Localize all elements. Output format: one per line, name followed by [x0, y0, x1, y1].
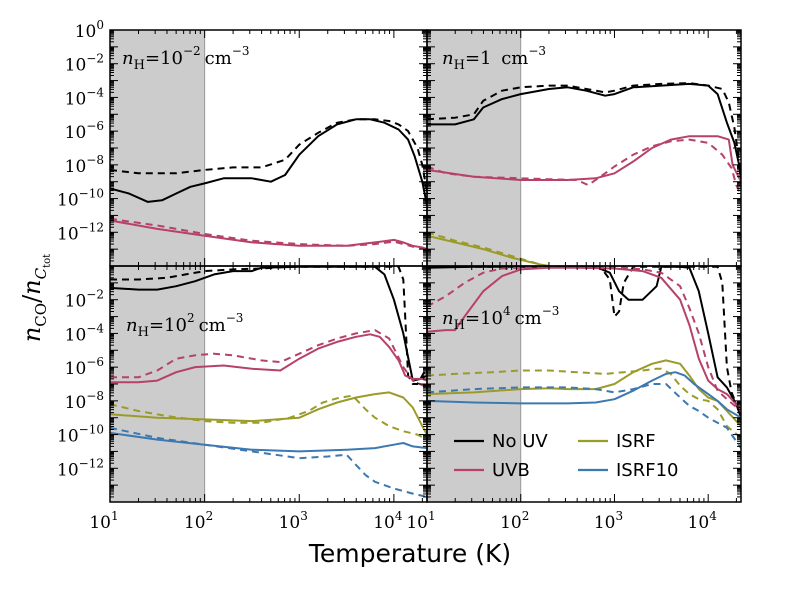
tick-label: 102 — [184, 509, 213, 533]
y-label-n2: n — [18, 279, 46, 294]
density-annotation: nH=10−2 cm−3 — [122, 44, 250, 73]
density-annotation: nH=104 cm−3 — [442, 304, 559, 333]
legend-label: UVB — [492, 460, 530, 481]
y-label-tot: tot — [42, 254, 53, 268]
panel-annotations: nH=10−2 cm−3 nH=1 cm−3 nH=102 cm−3 nH=104 cm−3 — [122, 44, 559, 340]
tick-label: 10−12 — [57, 456, 104, 480]
tick-label: 10−6 — [65, 355, 104, 379]
series-isrf-dashed — [110, 394, 427, 441]
tick-label: 103 — [594, 509, 623, 533]
legend-label: ISRF — [616, 431, 656, 452]
y-axis-label: nCO/nCtot — [18, 254, 53, 342]
legend-label: No UV — [492, 431, 548, 452]
series-isrf-solid — [427, 359, 741, 427]
shaded-region — [427, 30, 521, 266]
series-isrf10-dashed — [427, 383, 741, 449]
tick-label: 10−4 — [65, 321, 105, 345]
legend-label: ISRF10 — [616, 460, 679, 481]
panel-bottom-left — [110, 266, 427, 502]
tick-label: 10−4 — [65, 85, 105, 109]
series-isrf10-solid — [427, 371, 741, 419]
tick-label: 10−10 — [57, 187, 104, 211]
tick-label: 100 — [75, 18, 104, 42]
series-no-uv-dashed — [427, 82, 741, 176]
tick-label: 10−2 — [65, 288, 104, 312]
tick-label: 104 — [688, 509, 718, 533]
tick-label: 10−12 — [57, 220, 104, 244]
shaded-region — [110, 30, 205, 266]
legend: No UV ISRF UVB ISRF10 — [454, 431, 679, 481]
svg-text:nCO/nCtot: nCO/nCtot — [18, 254, 53, 342]
panel-top-right — [427, 30, 741, 266]
series-isrf-solid — [110, 391, 427, 436]
x-axis-label: Temperature (K) — [308, 539, 511, 568]
tick-label: 101 — [89, 509, 118, 533]
y-label-c: C — [32, 267, 50, 279]
series-uvb-dashed — [427, 266, 741, 412]
series-isrf10-dashed — [110, 426, 427, 498]
tick-label: 102 — [500, 509, 529, 533]
panel-bottom-right — [427, 266, 741, 502]
tick-label: 10−10 — [57, 423, 104, 447]
tick-label: 10−8 — [65, 389, 104, 413]
series-uvb-dashed — [110, 329, 427, 389]
series-no-uv-solid — [110, 118, 427, 206]
tick-label: 104 — [373, 509, 403, 533]
tick-label: 101 — [406, 509, 435, 533]
tick-label: 10−2 — [65, 52, 104, 76]
tick-label: 103 — [279, 509, 308, 533]
series-no-uv-dashed — [110, 118, 427, 192]
axis-ticks: 100 10−2 10−4 10−6 10−8 10−10 10−12 10−2 10−4 10−… — [57, 18, 741, 533]
shaded-region — [110, 266, 205, 502]
panel-top-left — [110, 30, 427, 266]
series-uvb-dashed — [427, 138, 741, 196]
series-uvb-solid — [427, 135, 741, 183]
tick-label: 10−6 — [65, 119, 104, 143]
series-isrf-dashed — [427, 231, 555, 266]
series-isrf10-solid — [110, 431, 427, 453]
y-label-co: CO — [32, 303, 50, 327]
series-uvb-solid — [110, 333, 427, 384]
series-isrf-dashed — [427, 367, 741, 439]
series-no-uv-solid — [427, 82, 741, 181]
density-annotation: nH=1 cm−3 — [442, 44, 546, 73]
y-label-n: n — [18, 327, 46, 342]
tick-label: 10−8 — [65, 153, 104, 177]
density-annotation: nH=102 cm−3 — [126, 311, 243, 340]
